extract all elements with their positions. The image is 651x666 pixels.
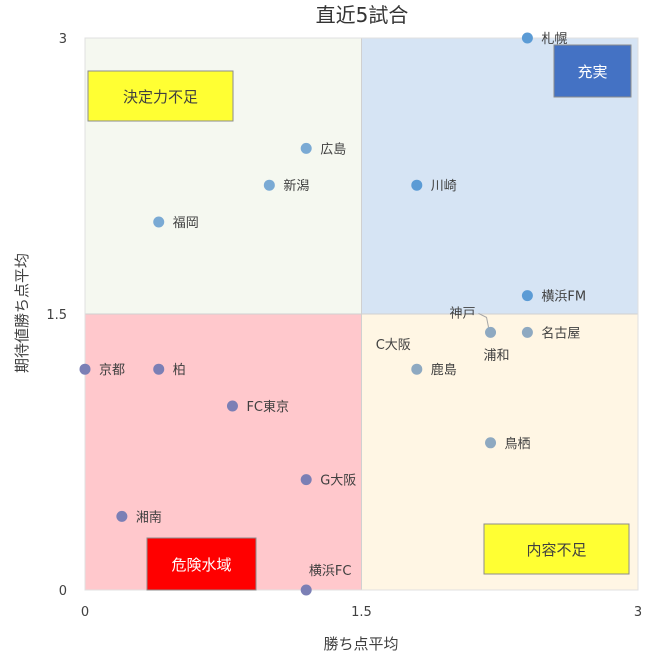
annotation-top-left: 決定力不足 [87, 70, 234, 122]
point-label: 広島 [320, 142, 346, 157]
point-label: 新潟 [283, 178, 309, 194]
x-axis-ticks: 0 1.5 3 [81, 605, 642, 620]
data-point [153, 216, 165, 228]
annotation-box [483, 523, 630, 575]
point-label: C大阪 [376, 338, 411, 353]
point-label: 福岡 [173, 216, 199, 231]
annotation-box [87, 70, 234, 122]
point-label: 神戸 [450, 306, 476, 321]
point-label: 札幌 [541, 31, 567, 47]
y-axis-label: 期待値勝ち点平均 [13, 253, 31, 373]
data-point [411, 179, 423, 191]
annotation-box [146, 537, 257, 591]
annotation-text: 充実 [577, 63, 607, 81]
leader-lines [478, 312, 490, 328]
plot-border [84, 37, 639, 591]
y-tick-label: 3 [59, 32, 67, 47]
data-point [521, 290, 533, 302]
point-label: FC東京 [246, 399, 289, 415]
point-label: 柏 [173, 363, 186, 378]
point-label: 横浜FC [309, 564, 352, 579]
point-label: 名古屋 [541, 325, 580, 341]
data-point [79, 363, 91, 375]
point-label: 鹿島 [431, 362, 457, 378]
x-axis-label: 勝ち点平均 [323, 635, 398, 653]
data-point [300, 142, 312, 154]
data-point [153, 363, 165, 375]
data-point [300, 474, 312, 486]
point-label: 鳥栖 [505, 437, 531, 452]
point-label: G大阪 [320, 474, 356, 489]
x-tick-label: 1.5 [351, 605, 372, 620]
data-point [411, 363, 423, 375]
x-tick-label: 3 [634, 605, 642, 620]
x-tick-label: 0 [81, 605, 89, 620]
point-label: 京都 [99, 363, 125, 378]
data-point [521, 32, 533, 44]
y-tick-label: 0 [59, 584, 67, 599]
annotation-text: 決定力不足 [123, 88, 198, 106]
point-label: 浦和 [484, 348, 510, 363]
y-axis-ticks: 01.53 [46, 32, 67, 599]
data-point [226, 400, 238, 412]
data-point [485, 437, 497, 449]
data-point [263, 179, 275, 191]
data-point [300, 584, 312, 596]
annotation-top-right: 充実 [553, 44, 632, 98]
annotation-box [553, 44, 632, 98]
data-point [485, 326, 497, 338]
point-label: 川崎 [431, 179, 457, 194]
quadrant-dividers [84, 37, 639, 591]
data-points [79, 32, 533, 596]
leader-line-kobe [478, 312, 490, 328]
data-point [521, 326, 533, 338]
annotation-text: 内容不足 [526, 541, 586, 559]
annotation-text: 危険水域 [171, 556, 231, 574]
data-point [116, 510, 128, 522]
point-label: 横浜FM [541, 290, 586, 305]
annotation-bottom-right: 内容不足 [483, 523, 630, 575]
annotation-bottom-left: 危険水域 [146, 537, 257, 591]
chart-title: 直近5試合 [316, 3, 409, 27]
y-tick-label: 1.5 [46, 308, 67, 323]
point-label: 湘南 [136, 509, 162, 525]
